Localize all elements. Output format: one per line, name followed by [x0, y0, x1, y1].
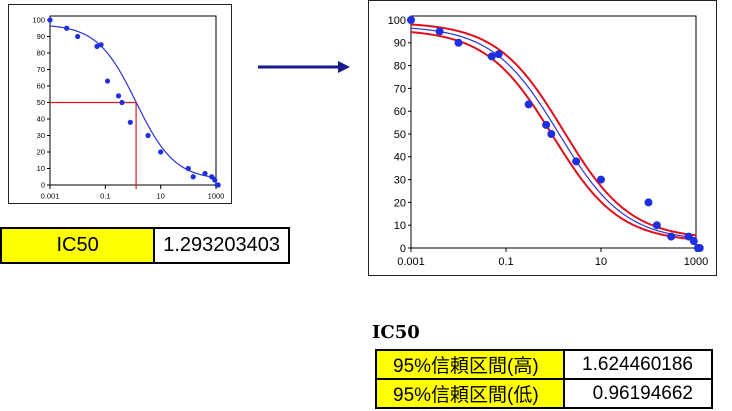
left-dose-response-chart: 0 10 20 30 40 50 60 70 80 90 100 0.001 0.1 10 1000	[32, 15, 225, 201]
right-y-tick-label: 20	[394, 197, 406, 209]
ic50-result-table: IC50 1.293203403	[0, 227, 290, 264]
right-x-tick-label: 1000	[684, 256, 708, 268]
right-data-point	[407, 16, 415, 24]
left-y-tick-label: 60	[37, 82, 45, 91]
left-data-point	[115, 93, 122, 99]
left-y-tick-label: 100	[32, 16, 45, 25]
ci-high-row: 95%信頼区間(高) 1.624460186	[375, 349, 713, 380]
right-x-tick-label: 0.1	[498, 256, 513, 268]
ci-low-row: 95%信頼区間(低) 0.96194662	[375, 378, 713, 409]
left-x-tick-label: 10	[156, 192, 164, 201]
left-fit-curve	[49, 25, 217, 179]
left-chart-panel: 0 10 20 30 40 50 60 70 80 90 100 0.001 0.1 10 1000	[8, 4, 232, 204]
right-y-tick-label: 100	[388, 15, 406, 27]
ci-section-title: IC50	[372, 322, 420, 343]
right-y-tick-label: 40	[394, 152, 406, 164]
left-data-point	[212, 177, 218, 183]
left-y-tick-label: 90	[37, 32, 45, 41]
right-arrow-icon	[258, 61, 350, 73]
left-data-point	[145, 132, 151, 139]
right-y-tick-label: 60	[394, 106, 406, 118]
right-data-point	[524, 100, 533, 109]
left-data-point	[202, 170, 208, 177]
right-data-point	[454, 38, 463, 47]
left-data-point	[94, 43, 100, 50]
confidence-interval-table: 95%信頼区間(高) 1.624460186 95%信頼区間(低) 0.9619…	[375, 349, 713, 409]
right-chart-panel: 0 10 20 30 40 50 60 70 80 90 100 0.001 0.1 10 1000	[368, 0, 717, 276]
left-data-point	[47, 17, 53, 23]
ic50-row: IC50 1.293203403	[0, 227, 290, 264]
right-y-tick-label: 0	[400, 243, 406, 255]
left-data-point	[215, 182, 221, 188]
right-data-point	[644, 198, 653, 207]
right-dose-response-chart: 0 10 20 30 40 50 60 70 80 90 100 0.001 0.1 10 1000	[388, 15, 709, 268]
right-y-tick-label: 10	[394, 220, 406, 232]
ic50-value: 1.293203403	[153, 227, 290, 264]
left-x-tick-label: 1000	[208, 192, 225, 201]
left-x-tick-label: 0.001	[41, 192, 60, 201]
right-data-point	[689, 237, 698, 246]
left-data-point	[158, 149, 164, 155]
ci-high-value: 1.624460186	[563, 349, 713, 380]
left-x-tick-label: 0.1	[100, 192, 110, 201]
right-y-tick-label: 90	[394, 38, 406, 50]
right-y-tick-label: 30	[394, 174, 406, 186]
right-y-tick-label: 70	[394, 83, 406, 95]
right-y-tick-label: 80	[394, 60, 406, 72]
left-plot-area	[49, 15, 217, 186]
right-fit-curve	[410, 27, 697, 239]
left-data-point	[104, 78, 111, 84]
ci-low-value: 0.96194662	[563, 378, 713, 409]
right-ci-upper-curve	[410, 23, 697, 237]
left-y-tick-label: 30	[37, 131, 45, 140]
left-y-tick-label: 50	[37, 98, 45, 107]
right-data-point	[695, 244, 704, 252]
right-data-point	[547, 130, 556, 138]
left-y-tick-label: 40	[37, 115, 45, 124]
left-data-point	[190, 174, 196, 180]
right-data-point	[542, 120, 551, 129]
left-y-tick-label: 10	[37, 164, 45, 173]
left-y-tick-label: 0	[41, 181, 45, 190]
right-data-point	[435, 27, 444, 36]
left-data-point	[64, 25, 70, 31]
left-data-point	[209, 174, 215, 180]
right-data-point	[652, 221, 661, 230]
left-y-tick-label: 20	[37, 148, 45, 157]
ci-high-label: 95%信頼区間(高)	[375, 349, 565, 380]
left-y-tick-label: 70	[37, 65, 45, 74]
right-data-point	[684, 232, 693, 241]
right-data-point	[572, 157, 581, 166]
left-data-point	[98, 42, 104, 48]
left-data-point	[119, 99, 125, 106]
right-x-tick-label: 0.001	[397, 256, 425, 268]
right-x-tick-label: 10	[595, 256, 607, 268]
right-data-point	[494, 50, 503, 59]
right-plot-area	[410, 15, 697, 249]
ic50-label: IC50	[0, 227, 156, 264]
ci-low-label: 95%信頼区間(低)	[375, 378, 565, 409]
right-y-tick-label: 50	[394, 129, 406, 141]
right-data-point	[597, 175, 605, 184]
right-data-point	[667, 232, 676, 241]
left-data-point	[127, 119, 133, 125]
right-data-point	[487, 52, 496, 61]
left-y-tick-label: 80	[37, 49, 45, 58]
left-data-point	[185, 165, 191, 172]
left-data-point	[75, 33, 81, 40]
